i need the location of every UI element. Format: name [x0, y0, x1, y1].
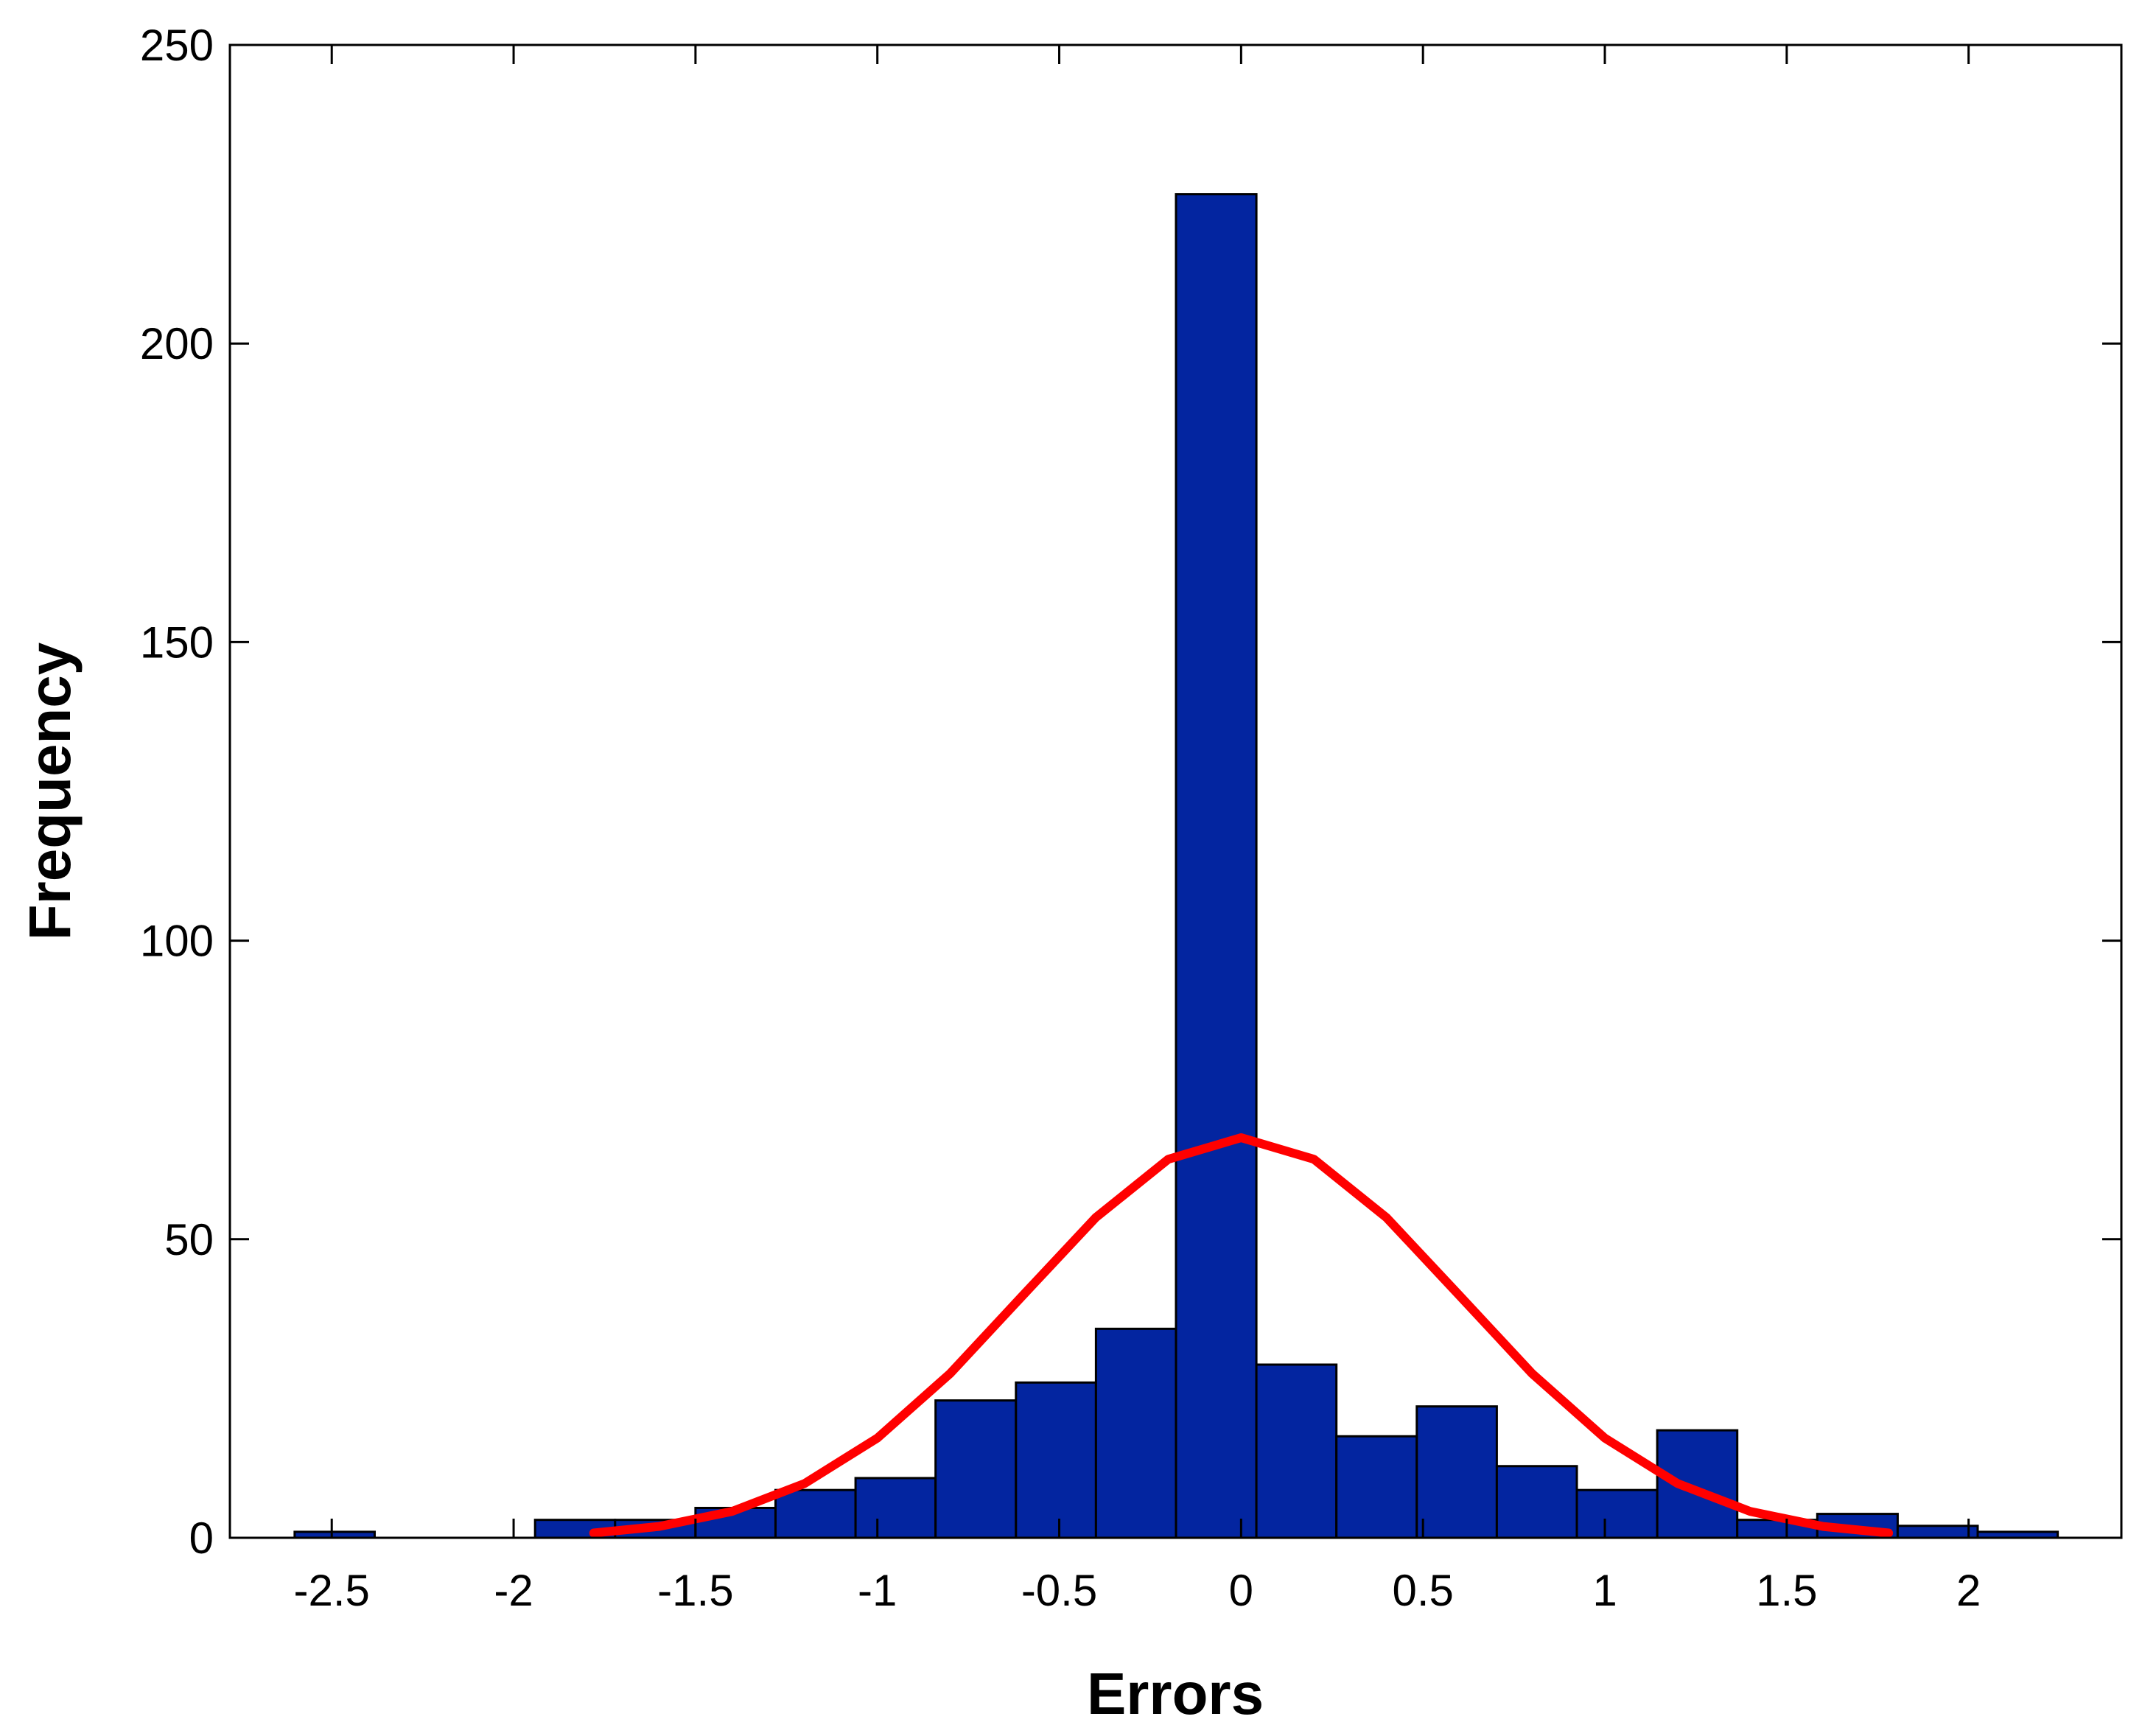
y-axis-label: Frequency — [17, 642, 83, 940]
x-tick-label: -1 — [858, 1566, 897, 1615]
x-tick-label: 1 — [1592, 1566, 1617, 1615]
y-tick-label: 0 — [189, 1513, 214, 1563]
plot-frame — [228, 43, 2123, 1539]
y-tick-label: 100 — [140, 917, 214, 966]
bar — [934, 1399, 1018, 1539]
bar — [1415, 1405, 1498, 1539]
y-tick-label: 200 — [140, 319, 214, 368]
bar — [1495, 1465, 1578, 1539]
bar — [1015, 1381, 1097, 1539]
x-tick-label: -1.5 — [657, 1566, 733, 1615]
x-axis-label: Errors — [1087, 1661, 1264, 1726]
x-tick-label: -2.5 — [294, 1566, 370, 1615]
bar — [1575, 1488, 1659, 1539]
y-tick-label: 50 — [164, 1215, 214, 1264]
x-tick-label: 1.5 — [1756, 1566, 1817, 1615]
x-tick-label: 2 — [1956, 1566, 1981, 1615]
bar — [1896, 1525, 1979, 1539]
bar — [1656, 1429, 1739, 1539]
bar — [1335, 1435, 1418, 1539]
fit-curve — [589, 1133, 1894, 1538]
bar — [1255, 1363, 1338, 1539]
x-tick-label: 0.5 — [1392, 1566, 1453, 1615]
y-tick-label: 250 — [140, 21, 214, 70]
bar — [774, 1488, 857, 1539]
bar — [1094, 1327, 1177, 1539]
y-tick-label: 150 — [140, 617, 214, 667]
bar — [854, 1477, 937, 1539]
x-tick-label: -2 — [494, 1566, 533, 1615]
x-tick-label: -0.5 — [1021, 1566, 1097, 1615]
bar — [1175, 193, 1258, 1539]
x-tick-label: 0 — [1229, 1566, 1253, 1615]
